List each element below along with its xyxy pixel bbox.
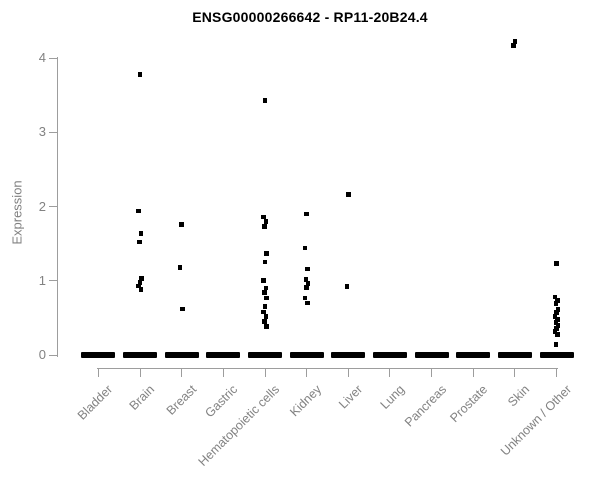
data-point (261, 214, 266, 220)
data-point (512, 39, 518, 44)
data-point (261, 309, 266, 315)
data-point (303, 276, 309, 282)
x-tick (181, 368, 183, 377)
y-tick-label: 3 (38, 124, 46, 140)
data-point (305, 266, 310, 272)
x-tick (472, 368, 474, 377)
data-point (304, 211, 309, 217)
x-tick-label: Unknown / Other (497, 382, 574, 459)
data-point (554, 310, 559, 315)
data-point (177, 265, 183, 270)
y-tick-label: 4 (38, 50, 46, 65)
zero-cluster-bar (414, 352, 449, 358)
zero-cluster-bar (123, 352, 158, 358)
data-point (555, 331, 560, 337)
y-tick (49, 206, 57, 207)
data-point (554, 325, 559, 331)
data-point (302, 245, 308, 251)
zero-cluster-bar (331, 352, 366, 358)
data-point (344, 284, 350, 289)
zero-cluster-bar (289, 352, 324, 358)
data-point (261, 278, 266, 284)
data-point (553, 301, 559, 307)
data-point (262, 290, 267, 295)
zero-cluster-bar (372, 352, 407, 358)
data-point (136, 283, 141, 289)
data-point (346, 192, 351, 197)
zero-cluster-bar (456, 352, 491, 358)
data-point (552, 314, 558, 319)
y-tick-label: 2 (38, 198, 46, 214)
zero-cluster-bar (539, 352, 574, 358)
data-point (511, 43, 516, 48)
x-tick (139, 368, 141, 377)
data-point (263, 219, 269, 224)
data-point (262, 224, 267, 229)
data-point (137, 279, 143, 285)
data-point (262, 98, 268, 103)
data-point (179, 222, 184, 227)
x-tick (222, 368, 224, 377)
y-tick-label: 1 (38, 272, 46, 288)
data-point (555, 323, 561, 328)
data-point (138, 287, 144, 292)
data-point (554, 261, 559, 266)
data-point (264, 250, 269, 256)
x-tick (347, 368, 349, 377)
zero-cluster-bar (206, 352, 241, 358)
data-point (263, 314, 269, 319)
y-tick (49, 280, 57, 282)
data-point (305, 300, 310, 306)
data-point (552, 328, 558, 334)
x-axis-line (97, 368, 558, 369)
x-tick (97, 368, 99, 377)
data-point (262, 259, 268, 265)
data-point (552, 294, 558, 300)
data-point (139, 276, 144, 281)
data-point (263, 285, 269, 291)
data-point (136, 208, 141, 214)
y-tick (49, 57, 57, 59)
x-tick (556, 368, 558, 377)
data-point (137, 239, 142, 245)
y-tick (49, 354, 57, 356)
y-tick (49, 131, 57, 133)
data-point (555, 298, 560, 304)
data-point (304, 285, 309, 290)
data-point (264, 295, 269, 301)
chart-title: ENSG00000266642 - RP11-20B24.4 (192, 9, 428, 25)
data-point (305, 281, 311, 286)
data-point (555, 317, 560, 322)
data-point (138, 230, 144, 236)
data-point (180, 306, 185, 312)
zero-cluster-bar (164, 352, 199, 358)
x-tick (389, 368, 391, 377)
x-tick (514, 368, 516, 377)
zero-cluster-bar (81, 352, 116, 358)
data-point (555, 307, 561, 312)
data-point (262, 304, 268, 310)
data-point (137, 72, 143, 77)
y-axis-line (57, 57, 58, 357)
x-tick (306, 368, 308, 377)
data-point (553, 342, 559, 347)
data-point (302, 295, 308, 301)
data-point (264, 324, 269, 330)
x-tick (431, 368, 433, 377)
data-point (262, 319, 267, 324)
data-point (553, 320, 559, 325)
y-tick-label: 0 (38, 347, 46, 362)
zero-cluster-bar (248, 352, 282, 358)
x-tick (264, 368, 266, 377)
zero-cluster-bar (497, 352, 532, 358)
